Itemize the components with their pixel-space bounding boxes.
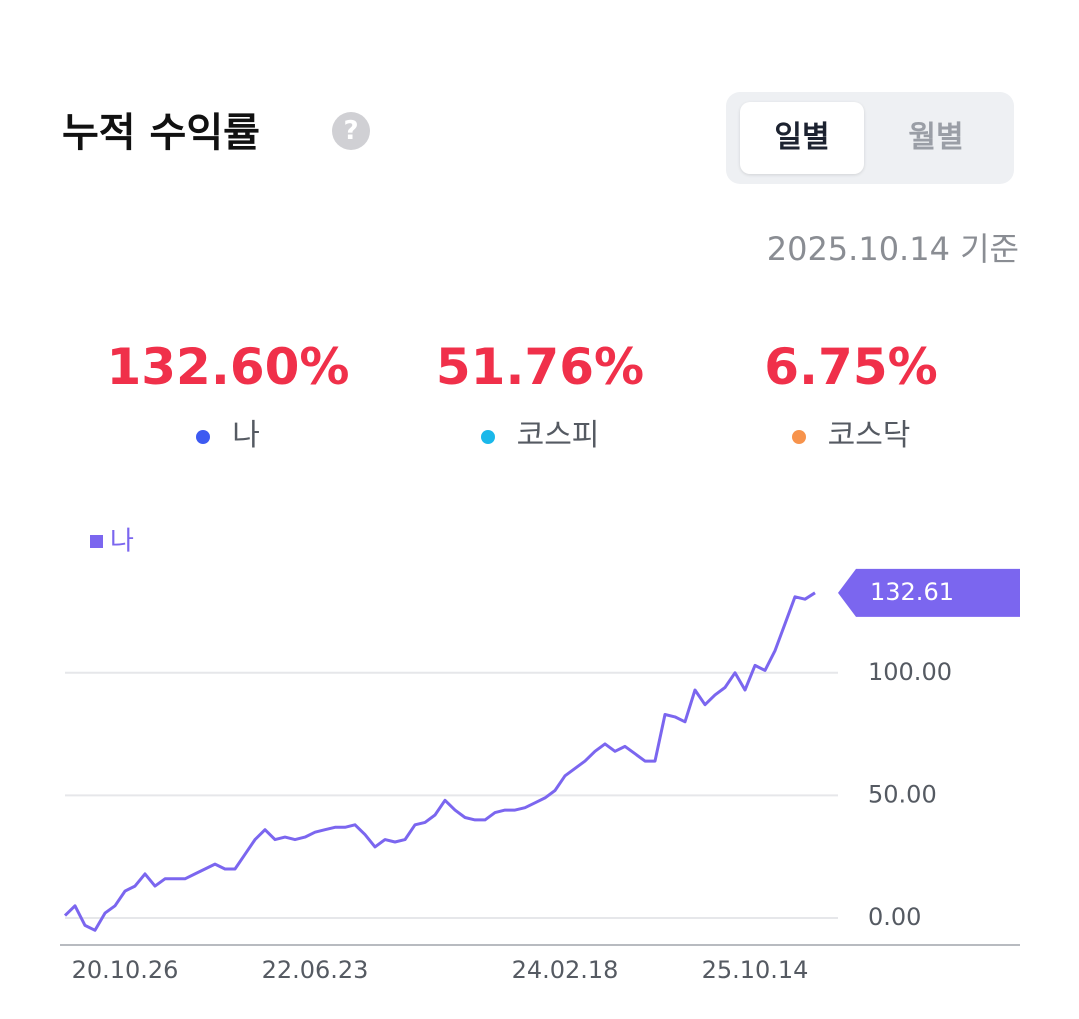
summary-item: 51.76% 코스피 (390, 338, 690, 454)
return-value: 132.60% (106, 338, 350, 396)
legend-dot (196, 429, 211, 444)
y-tick-label: 50.00 (868, 780, 937, 808)
return-label: 코스닥 (701, 410, 1001, 454)
x-tick-label: 25.10.14 (702, 956, 809, 984)
x-tick-label: 22.06.23 (262, 956, 369, 984)
tab-monthly[interactable]: 월별 (908, 120, 964, 155)
label-text: 코스피 (516, 418, 600, 453)
series-line (63, 591, 816, 932)
return-value: 6.75% (764, 338, 938, 396)
legend-dot (480, 429, 495, 444)
title: 누적 수익률 (62, 110, 260, 156)
last-value-label: 132.61 (870, 578, 954, 606)
y-tick-label: 0.00 (868, 903, 921, 931)
last-value-tag (838, 568, 1020, 617)
label-text: 코스닥 (827, 418, 911, 453)
summary-item: 6.75% 코스닥 (701, 338, 1001, 454)
label-text: 나 (232, 418, 260, 453)
x-tick-label: 24.02.18 (512, 956, 619, 984)
as-of-date: 2025.10.14 기준 (766, 230, 1019, 268)
period-tabs: 일별 월별 (726, 92, 1014, 184)
legend-label: 나 (110, 527, 134, 557)
summary-item: 132.60% 나 (78, 338, 378, 454)
return-label: 코스피 (390, 410, 690, 454)
return-value: 51.76% (435, 338, 645, 396)
legend-swatch (90, 535, 103, 548)
help-icon[interactable]: ? (332, 112, 370, 150)
legend-dot (791, 429, 806, 444)
tab-daily[interactable]: 일별 (740, 102, 864, 174)
y-tick-label: 100.00 (868, 658, 952, 686)
return-label: 나 (78, 410, 378, 454)
x-tick-label: 20.10.26 (72, 956, 179, 984)
